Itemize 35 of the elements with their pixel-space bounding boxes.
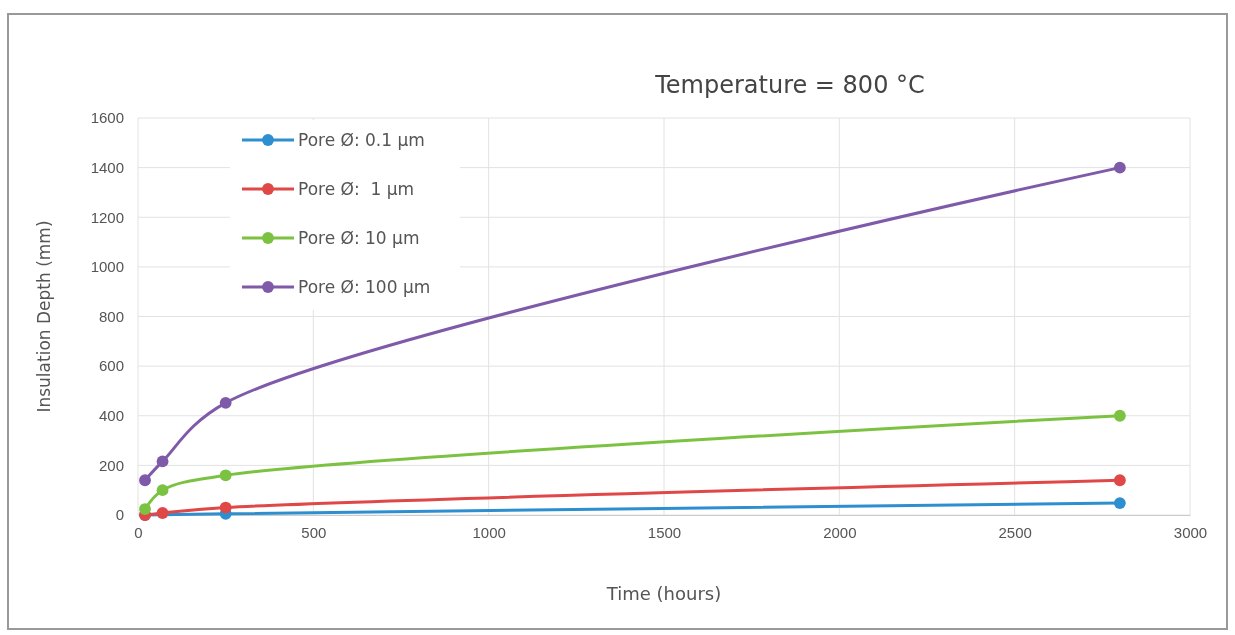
y-tick-label: 1000	[90, 258, 124, 276]
x-tick-label: 500	[301, 523, 327, 541]
x-tick-label: 0	[134, 523, 143, 541]
legend-label: Pore Ø: 100 µm	[298, 277, 431, 297]
point	[1113, 497, 1126, 509]
legend-label: Pore Ø: 10 µm	[298, 228, 420, 248]
point	[219, 396, 232, 409]
point	[1113, 409, 1126, 422]
point	[219, 469, 232, 482]
y-tick-label: 0	[115, 506, 124, 524]
point	[156, 455, 169, 468]
chart-title: Temperature = 800 °C	[654, 71, 925, 99]
point	[139, 474, 151, 487]
y-tick-label: 200	[98, 456, 124, 474]
x-tick-label: 1000	[472, 523, 506, 541]
y-tick-label: 1200	[90, 208, 124, 226]
point	[1113, 161, 1126, 174]
y-tick-label: 1600	[90, 109, 124, 127]
point	[1113, 474, 1126, 487]
legend-label: Pore Ø: 1 µm	[298, 179, 415, 199]
y-tick-label: 800	[98, 307, 124, 325]
point	[219, 501, 232, 514]
point	[156, 484, 169, 497]
legend-label: Pore Ø: 0.1 µm	[298, 130, 425, 150]
x-tick-label: 1500	[647, 523, 682, 541]
point	[156, 507, 169, 519]
x-tick-label: 2000	[823, 523, 857, 541]
x-axis-title: Time (hours)	[605, 583, 722, 604]
x-tick-label: 3000	[1173, 523, 1208, 541]
point	[139, 503, 151, 515]
y-tick-label: 400	[98, 407, 124, 425]
y-tick-label: 1400	[90, 158, 124, 176]
x-tick-label: 2500	[998, 523, 1032, 541]
y-tick-label: 600	[98, 357, 124, 375]
y-axis-title: Insulation Depth (mm)	[34, 220, 54, 413]
